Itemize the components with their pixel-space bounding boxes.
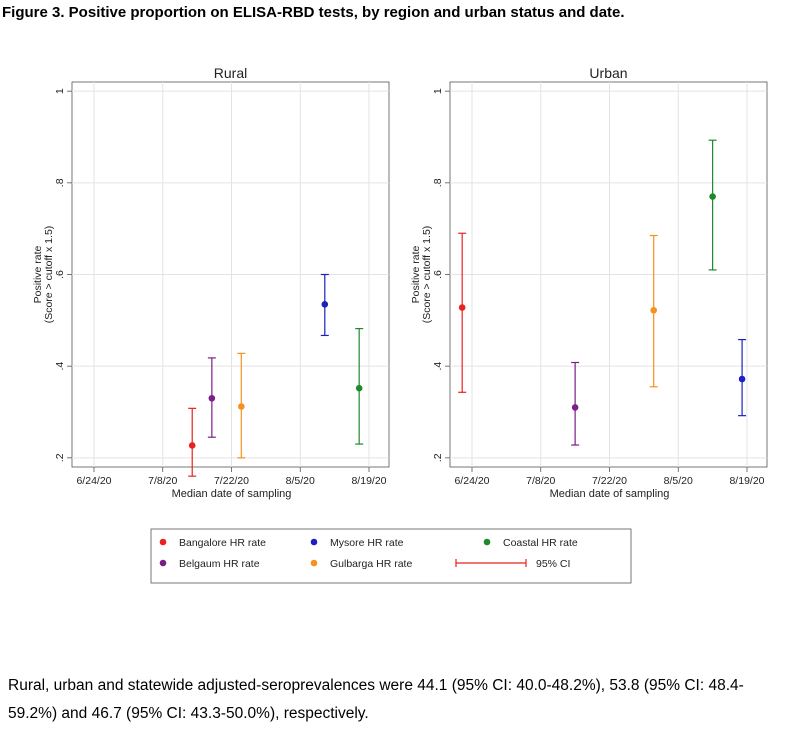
panel-urban-x-axis-label: Median date of sampling [550,488,670,500]
panel-rural-xtick-label: 7/22/20 [214,475,249,487]
panel-rural-y-axis-label: Positive rate [32,245,44,303]
panel-urban-point-mysore [738,375,746,383]
panel-urban-point-coastal [709,193,716,200]
panel-urban-xtick-label: 8/5/20 [664,475,693,487]
panel-rural-ytick-label: .6 [54,270,66,279]
legend-label-bangalore-hr-rate: Bangalore HR rate [179,537,266,549]
panel-urban-xtick-label: 7/22/20 [592,475,627,487]
panel-rural-point-belgaum [208,394,216,402]
panel-urban-point-belgaum [571,404,579,411]
legend-marker-coastal-hr-rate [483,538,491,546]
panel-rural-xtick-label: 8/5/20 [286,475,315,487]
panel-rural-y-axis-sublabel: (Score > cutoff x 1.5) [43,226,55,324]
panel-rural-point-bangalore [188,442,196,449]
panel-urban-y-axis-label: Positive rate [410,245,422,303]
panel-urban-xtick-label: 7/8/20 [526,475,555,487]
panel-rural-point-gulbarga [238,403,245,410]
legend-label-belgaum-hr-rate: Belgaum HR rate [179,558,260,570]
panel-rural-xtick-label: 8/19/20 [351,475,386,487]
panel-rural-x-axis-label: Median date of sampling [172,488,292,500]
panel-urban-ytick-label: .6 [432,270,444,279]
legend-label-coastal-hr-rate: Coastal HR rate [503,537,578,549]
panel-rural-ytick-label: .4 [54,362,66,371]
panel-rural-ytick-label: .8 [54,178,66,187]
legend-marker-mysore-hr-rate [310,538,318,546]
panel-urban-y-axis-sublabel: (Score > cutoff x 1.5) [421,226,433,324]
legend-label-mysore-hr-rate: Mysore HR rate [330,537,404,549]
figure-chart: Rural 6/24/20 7/8/20 7/22/20 8/5/20 8/19/20 1.… [32,65,768,584]
figure-title: Figure 3. Positive proportion on ELISA-R… [2,4,625,21]
panel-rural-title: Rural [214,65,247,81]
panel-urban-ytick-label: .2 [432,453,444,462]
legend-marker-belgaum-hr-rate [159,559,167,567]
legend-box [150,528,632,584]
legend-marker-bangalore-hr-rate [159,538,167,546]
panel-urban-ytick-label: .8 [432,178,444,187]
panel-urban-xtick-label: 8/19/20 [729,475,764,487]
panel-urban-point-gulbarga [650,306,657,314]
panel-urban-title: Urban [589,65,627,81]
panel-urban-ytick-label: .4 [432,362,444,371]
panel-rural-ytick-label: .2 [54,453,66,462]
panel-rural-ytick-label: 1 [54,88,66,94]
panel-rural-xtick-label: 6/24/20 [76,475,111,487]
legend-label-gulbarga-hr-rate: Gulbarga HR rate [330,558,412,570]
panel-urban-point-bangalore [458,304,466,311]
legend-label-95-ci: 95% CI [536,558,570,570]
panel-rural-point-coastal [355,384,363,392]
legend-marker-gulbarga-hr-rate [310,559,318,567]
panel-urban-ytick-label: 1 [432,88,444,94]
figure-caption: Rural, urban and statewide adjusted-sero… [8,677,744,722]
panel-rural-xtick-label: 7/8/20 [148,475,177,487]
panel-urban-xtick-label: 6/24/20 [454,475,489,487]
panel-rural-point-mysore [321,300,329,308]
